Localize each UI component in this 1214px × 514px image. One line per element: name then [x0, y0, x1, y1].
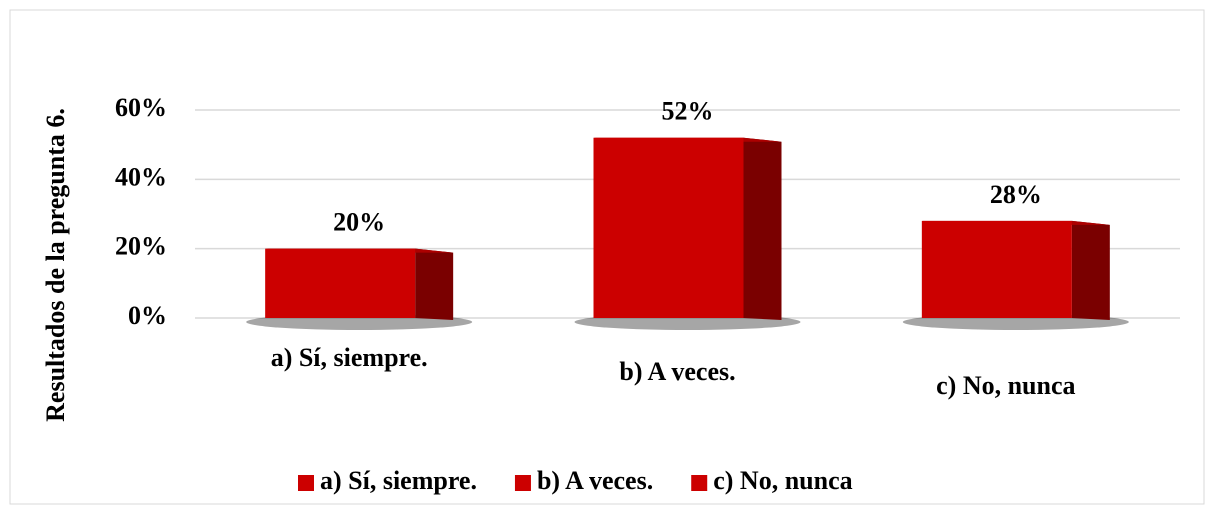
bar — [265, 248, 416, 318]
value-label: 28% — [990, 180, 1042, 209]
bar — [593, 137, 744, 318]
bar-side — [1071, 220, 1110, 320]
y-tick-label: 60% — [115, 93, 167, 122]
legend-label: a) Sí, siempre. — [320, 466, 477, 495]
legend-label: c) No, nunca — [713, 466, 852, 495]
legend-label: b) A veces. — [537, 466, 653, 495]
legend-swatch — [691, 475, 708, 491]
value-label: 52% — [662, 97, 714, 126]
y-tick-label: 40% — [115, 162, 167, 191]
value-label: 20% — [333, 208, 385, 237]
x-tick-label: a) Sí, siempre. — [271, 343, 428, 372]
bar-side — [743, 137, 782, 320]
bar-side — [415, 248, 454, 320]
x-tick-label: c) No, nunca — [936, 371, 1075, 400]
bar — [921, 220, 1072, 318]
x-tick-label: b) A veces. — [619, 357, 735, 386]
y-tick-label: 0% — [128, 301, 167, 330]
legend-swatch — [298, 475, 314, 491]
legend-swatch — [514, 475, 531, 491]
y-tick-label: 20% — [115, 232, 167, 261]
y-axis-label: Resultados de la pregunta 6. — [41, 108, 70, 422]
